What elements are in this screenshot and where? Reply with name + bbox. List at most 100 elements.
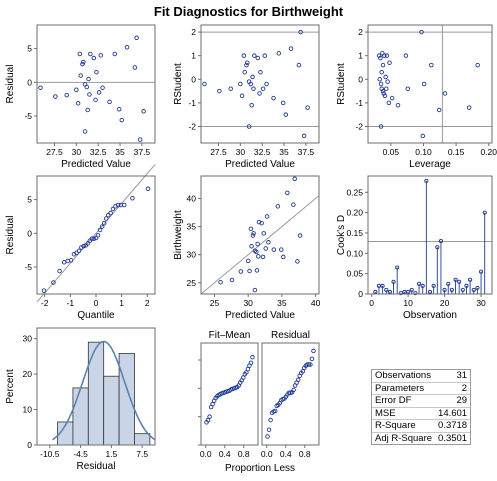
data-point	[281, 254, 286, 260]
data-point	[420, 133, 426, 139]
data-point	[112, 51, 118, 57]
data-point	[249, 102, 254, 108]
x-tick-label: -10.5	[40, 449, 60, 459]
data-point	[81, 243, 86, 249]
data-point	[380, 283, 385, 288]
data-point	[306, 362, 312, 367]
x-tick-label: 0.15	[448, 147, 465, 157]
data-point	[207, 414, 212, 419]
stat-value: 0.3718	[435, 419, 471, 432]
data-point	[380, 62, 386, 68]
data-point	[297, 233, 303, 238]
stat-row: MSE 14.601	[372, 406, 471, 420]
data-point	[130, 196, 135, 201]
plot-frame	[367, 24, 493, 144]
data-point	[74, 87, 79, 92]
stat-row: R-Square 0.3718	[372, 419, 471, 432]
y-tick-label: 0.10	[346, 248, 363, 258]
data-point	[238, 81, 243, 87]
x-tick-label: 0.20	[480, 147, 497, 157]
data-point	[384, 53, 390, 58]
stat-row: Parameters 2	[372, 381, 471, 395]
data-point	[378, 81, 384, 87]
stat-row: Error DF 29	[372, 394, 471, 407]
data-point	[380, 88, 386, 94]
data-point	[244, 62, 249, 68]
data-point	[241, 53, 247, 58]
y-tick-label: 5	[27, 195, 32, 205]
data-point	[258, 69, 263, 75]
data-point	[242, 69, 247, 75]
data-point	[250, 74, 255, 80]
data-point	[272, 408, 278, 414]
x-tick-label: -2	[41, 298, 49, 308]
data-point	[460, 287, 465, 292]
data-point	[141, 109, 146, 114]
data-point	[250, 354, 255, 360]
data-point	[119, 117, 125, 123]
data-point	[420, 283, 425, 288]
data-point	[252, 53, 257, 58]
rstudent-vs-leverage-panel: 0.05 0.10 0.15 0.20 -2 -1 0 1 2 Leverage RStudent	[336, 24, 497, 170]
data-point	[107, 99, 112, 105]
data-point	[256, 254, 261, 259]
data-point	[51, 280, 56, 285]
data-point	[255, 55, 261, 61]
plot-frame	[200, 175, 320, 295]
data-point	[246, 124, 252, 129]
data-point	[280, 100, 286, 106]
x-tick-label: 10	[403, 298, 413, 308]
data-point	[265, 434, 270, 439]
data-point	[251, 231, 256, 236]
data-point	[248, 81, 254, 87]
y-tick-label: -1	[188, 98, 196, 108]
x-tick-label: 35	[279, 147, 289, 157]
x-tick-label: 0.0	[261, 449, 273, 459]
x-axis-label: Predicted Value	[225, 310, 295, 321]
y-axis-label: Residual	[5, 216, 16, 255]
data-point	[53, 94, 58, 99]
cooks-d-panel: 0 10 20 30 0 0.05 0.10 0.15 0.20 0.25 Observation C…	[336, 175, 493, 321]
x-tick-label: 0.10	[415, 147, 432, 157]
data-point	[403, 53, 409, 58]
data-point	[288, 46, 294, 51]
data-point	[134, 35, 139, 41]
stat-label: R-Square	[372, 419, 436, 432]
fit-mean-residual-spread-panel: Fit–Mean 0.0 0.4 0.8 Residual 0.0 0.4 0.8 Propor…	[198, 330, 320, 474]
stat-label: Observations	[375, 370, 431, 381]
data-point	[251, 86, 256, 91]
data-point	[41, 288, 47, 293]
data-point	[264, 214, 270, 219]
data-point	[85, 107, 90, 113]
y-axis-label: Residual	[5, 65, 16, 104]
data-point	[255, 241, 260, 247]
x-tick-label: 0	[369, 298, 374, 308]
data-point	[283, 112, 289, 117]
data-point	[464, 283, 469, 288]
histogram-bar	[72, 387, 89, 446]
x-axis-label: Predicted Value	[61, 159, 131, 170]
y-tick-label: 20	[23, 369, 33, 379]
x-axis-label: Predicted Value	[225, 159, 295, 170]
y-tick-label: -2	[188, 121, 196, 131]
spread-panel-title: Fit–Mean	[209, 330, 251, 341]
data-point	[262, 53, 268, 58]
data-point	[108, 210, 113, 216]
y-tick-label: -5	[24, 111, 32, 121]
data-point	[268, 417, 273, 423]
x-tick-label: -1	[67, 298, 75, 308]
histogram-bar	[134, 433, 151, 446]
rstudent-vs-predicted-panel: 27.5 30 32.5 35 37.5 -2 -1 0 1 2 Predicted Value RS…	[173, 24, 320, 170]
data-point	[384, 86, 389, 91]
data-point	[95, 233, 101, 238]
x-axis-label: Quantile	[77, 310, 115, 321]
y-tick-label: 0	[358, 74, 363, 84]
data-point	[260, 254, 266, 260]
x-tick-label: 25	[210, 298, 220, 308]
stat-label: Error DF	[372, 394, 436, 407]
y-tick-label: -2	[355, 121, 363, 131]
data-point	[238, 269, 244, 274]
data-point	[305, 362, 310, 367]
data-point	[395, 102, 401, 108]
data-point	[64, 92, 69, 98]
